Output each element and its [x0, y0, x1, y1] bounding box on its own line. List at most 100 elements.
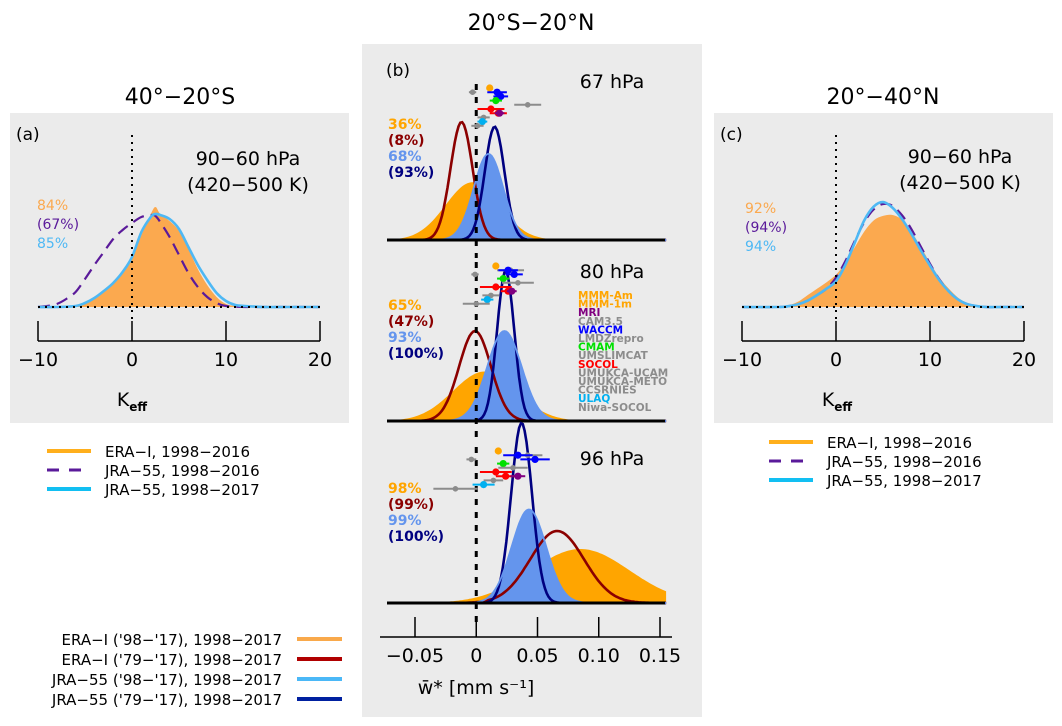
model-point — [492, 262, 500, 270]
model-point — [480, 481, 488, 489]
panel-c-pressure-range: 90−60 hPa — [908, 146, 1013, 168]
panel-a-title: 40°−20°S — [125, 85, 235, 110]
pct-era-7917: (47%) — [388, 314, 434, 330]
panel-c-title: 20°−40°N — [827, 85, 940, 110]
model-point — [514, 472, 522, 480]
legend-label-jra-55-79-17-1998-2017: JRA−55 ('79−'17), 1998−2017 — [51, 691, 282, 709]
density-line-jra-55-1998-2017 — [37, 212, 320, 309]
density-fill-era-i-1998-2016 — [38, 207, 320, 308]
pct-era-9817: 98% — [388, 481, 422, 497]
x-tick-label: 10 — [918, 349, 942, 371]
percentages-96hpa: 98% (99%) 99% (100%) — [388, 481, 444, 545]
panel-c-label: (c) — [720, 125, 743, 145]
panel-c-x-label: Keff — [822, 389, 853, 414]
legend-reanalysis-wstar: ERA−I ('98−'17), 1998−2017 ERA−I ('79−'17… — [51, 631, 342, 709]
panel-a-label: (a) — [16, 125, 40, 145]
panel-a-x-axis: −10 0 10 20 — [18, 321, 332, 371]
model-legend-mmm-am: MMM-Am — [578, 290, 633, 302]
model-legend-umukca-ucam: UMUKCA-UCAM — [578, 367, 668, 379]
model-point — [494, 447, 502, 455]
legend-label-jra-55-1998-2017: JRA−55, 1998−2017 — [826, 472, 982, 490]
level-label-80hpa: 80 hPa — [580, 261, 645, 283]
subpanel-96-hpa — [387, 421, 667, 623]
model-point — [510, 270, 518, 278]
model-point — [492, 97, 500, 105]
subpanel-67-hpa — [387, 84, 667, 258]
percentages-80hpa: 65% (47%) 93% (100%) — [388, 298, 444, 362]
model-point — [468, 456, 475, 463]
model-point — [495, 109, 504, 117]
legend-label-era-i-79-17-1998-2017: ERA−I ('79−'17), 1998−2017 — [62, 651, 282, 669]
model-point — [514, 451, 522, 459]
model-point — [473, 301, 480, 307]
density-line-jra-55-1998-2017 — [741, 200, 1024, 309]
x-tick-label: 0 — [126, 349, 138, 371]
model-point — [504, 266, 512, 274]
pct-era-9817: 65% — [388, 298, 422, 314]
pct-jra-7917: (100%) — [388, 346, 444, 362]
pct-jra-7917: (93%) — [388, 165, 434, 181]
panel-a-percentages: 84% (67%) 85% — [37, 198, 79, 252]
x-tick-label: 0.10 — [578, 645, 620, 667]
pct-jra-7917: (100%) — [388, 529, 444, 545]
density-fill-jra-55-98-17 — [390, 509, 667, 603]
x-tick-label: −0.05 — [386, 645, 444, 667]
model-point — [488, 292, 494, 299]
model-legend-cam3-5: CAM3.5 — [578, 316, 623, 328]
pct-jra55-9816: (94%) — [745, 220, 787, 236]
model-point — [531, 455, 539, 463]
model-legend-socol: SOCOL — [578, 359, 618, 371]
model-point — [502, 472, 510, 480]
pct-era-i: 84% — [37, 198, 68, 214]
panel-b-label: (b) — [386, 61, 410, 81]
panel-b-x-label: w̄* [mm s⁻¹] — [418, 677, 535, 699]
model-legend-mmm-1m: MMM-1m — [578, 299, 632, 311]
pct-jra-9817: 99% — [388, 513, 422, 529]
pct-jra-9817: 93% — [388, 330, 422, 346]
model-point — [510, 465, 516, 471]
panel-b-plot — [387, 84, 667, 623]
model-legend-niwa-socol: Niwa-SOCOL — [578, 402, 652, 414]
pct-jra-9817: 68% — [388, 149, 422, 165]
panel-a-x-label: Keff — [117, 389, 148, 414]
pct-era-7917: (99%) — [388, 497, 434, 513]
x-tick-label: 10 — [214, 349, 238, 371]
model-point — [487, 105, 495, 113]
model-point — [499, 460, 507, 468]
panel-c-theta-range: (420−500 K) — [899, 172, 1021, 194]
model-legend-ccsrnies: CCSRNIES — [578, 385, 637, 397]
legend-label-jra-55-98-17-1998-2017: JRA−55 ('98−'17), 1998−2017 — [51, 671, 282, 689]
model-point — [508, 287, 516, 295]
model-point — [486, 84, 494, 92]
x-tick-label: 0.15 — [639, 645, 681, 667]
x-tick-label: 20 — [308, 349, 332, 371]
legend-label-jra-55-1998-2016: JRA−55, 1998−2016 — [104, 462, 260, 480]
density-fill-era-i-98-17 — [390, 371, 667, 421]
panel-a-theta-range: (420−500 K) — [187, 174, 309, 196]
model-point — [472, 271, 478, 278]
model-legend-lmdzrepro: LMDZrepro — [578, 333, 644, 345]
model-point — [499, 275, 507, 283]
panel-c-plot — [741, 135, 1024, 321]
pct-era-7917: (8%) — [388, 133, 425, 149]
model-legend-waccm: WACCM — [578, 324, 623, 336]
density-fill-era-i-98-17 — [390, 182, 667, 240]
model-point — [474, 123, 481, 129]
model-legend-cmam: CMAM — [578, 342, 615, 354]
model-point — [483, 296, 491, 304]
legend-label-era-i-1998-2016: ERA−I, 1998−2016 — [105, 443, 250, 461]
percentages-67hpa: 36% (8%) 68% (93%) — [388, 117, 434, 181]
model-point — [452, 486, 459, 492]
model-legend-umukca-meto: UMUKCA-METO — [578, 376, 667, 388]
pct-era-i: 92% — [745, 201, 776, 217]
x-tick-label: 20 — [1012, 349, 1036, 371]
panel-a-pressure-range: 90−60 hPa — [196, 148, 301, 170]
density-fill-era-i-1998-2016 — [742, 214, 1024, 308]
panel-a-plot — [37, 135, 320, 321]
panel-b-background — [362, 44, 702, 717]
pct-jra55-9817: 85% — [37, 236, 68, 252]
x-tick-label: −10 — [18, 349, 58, 371]
pct-era-9817: 36% — [388, 117, 422, 133]
